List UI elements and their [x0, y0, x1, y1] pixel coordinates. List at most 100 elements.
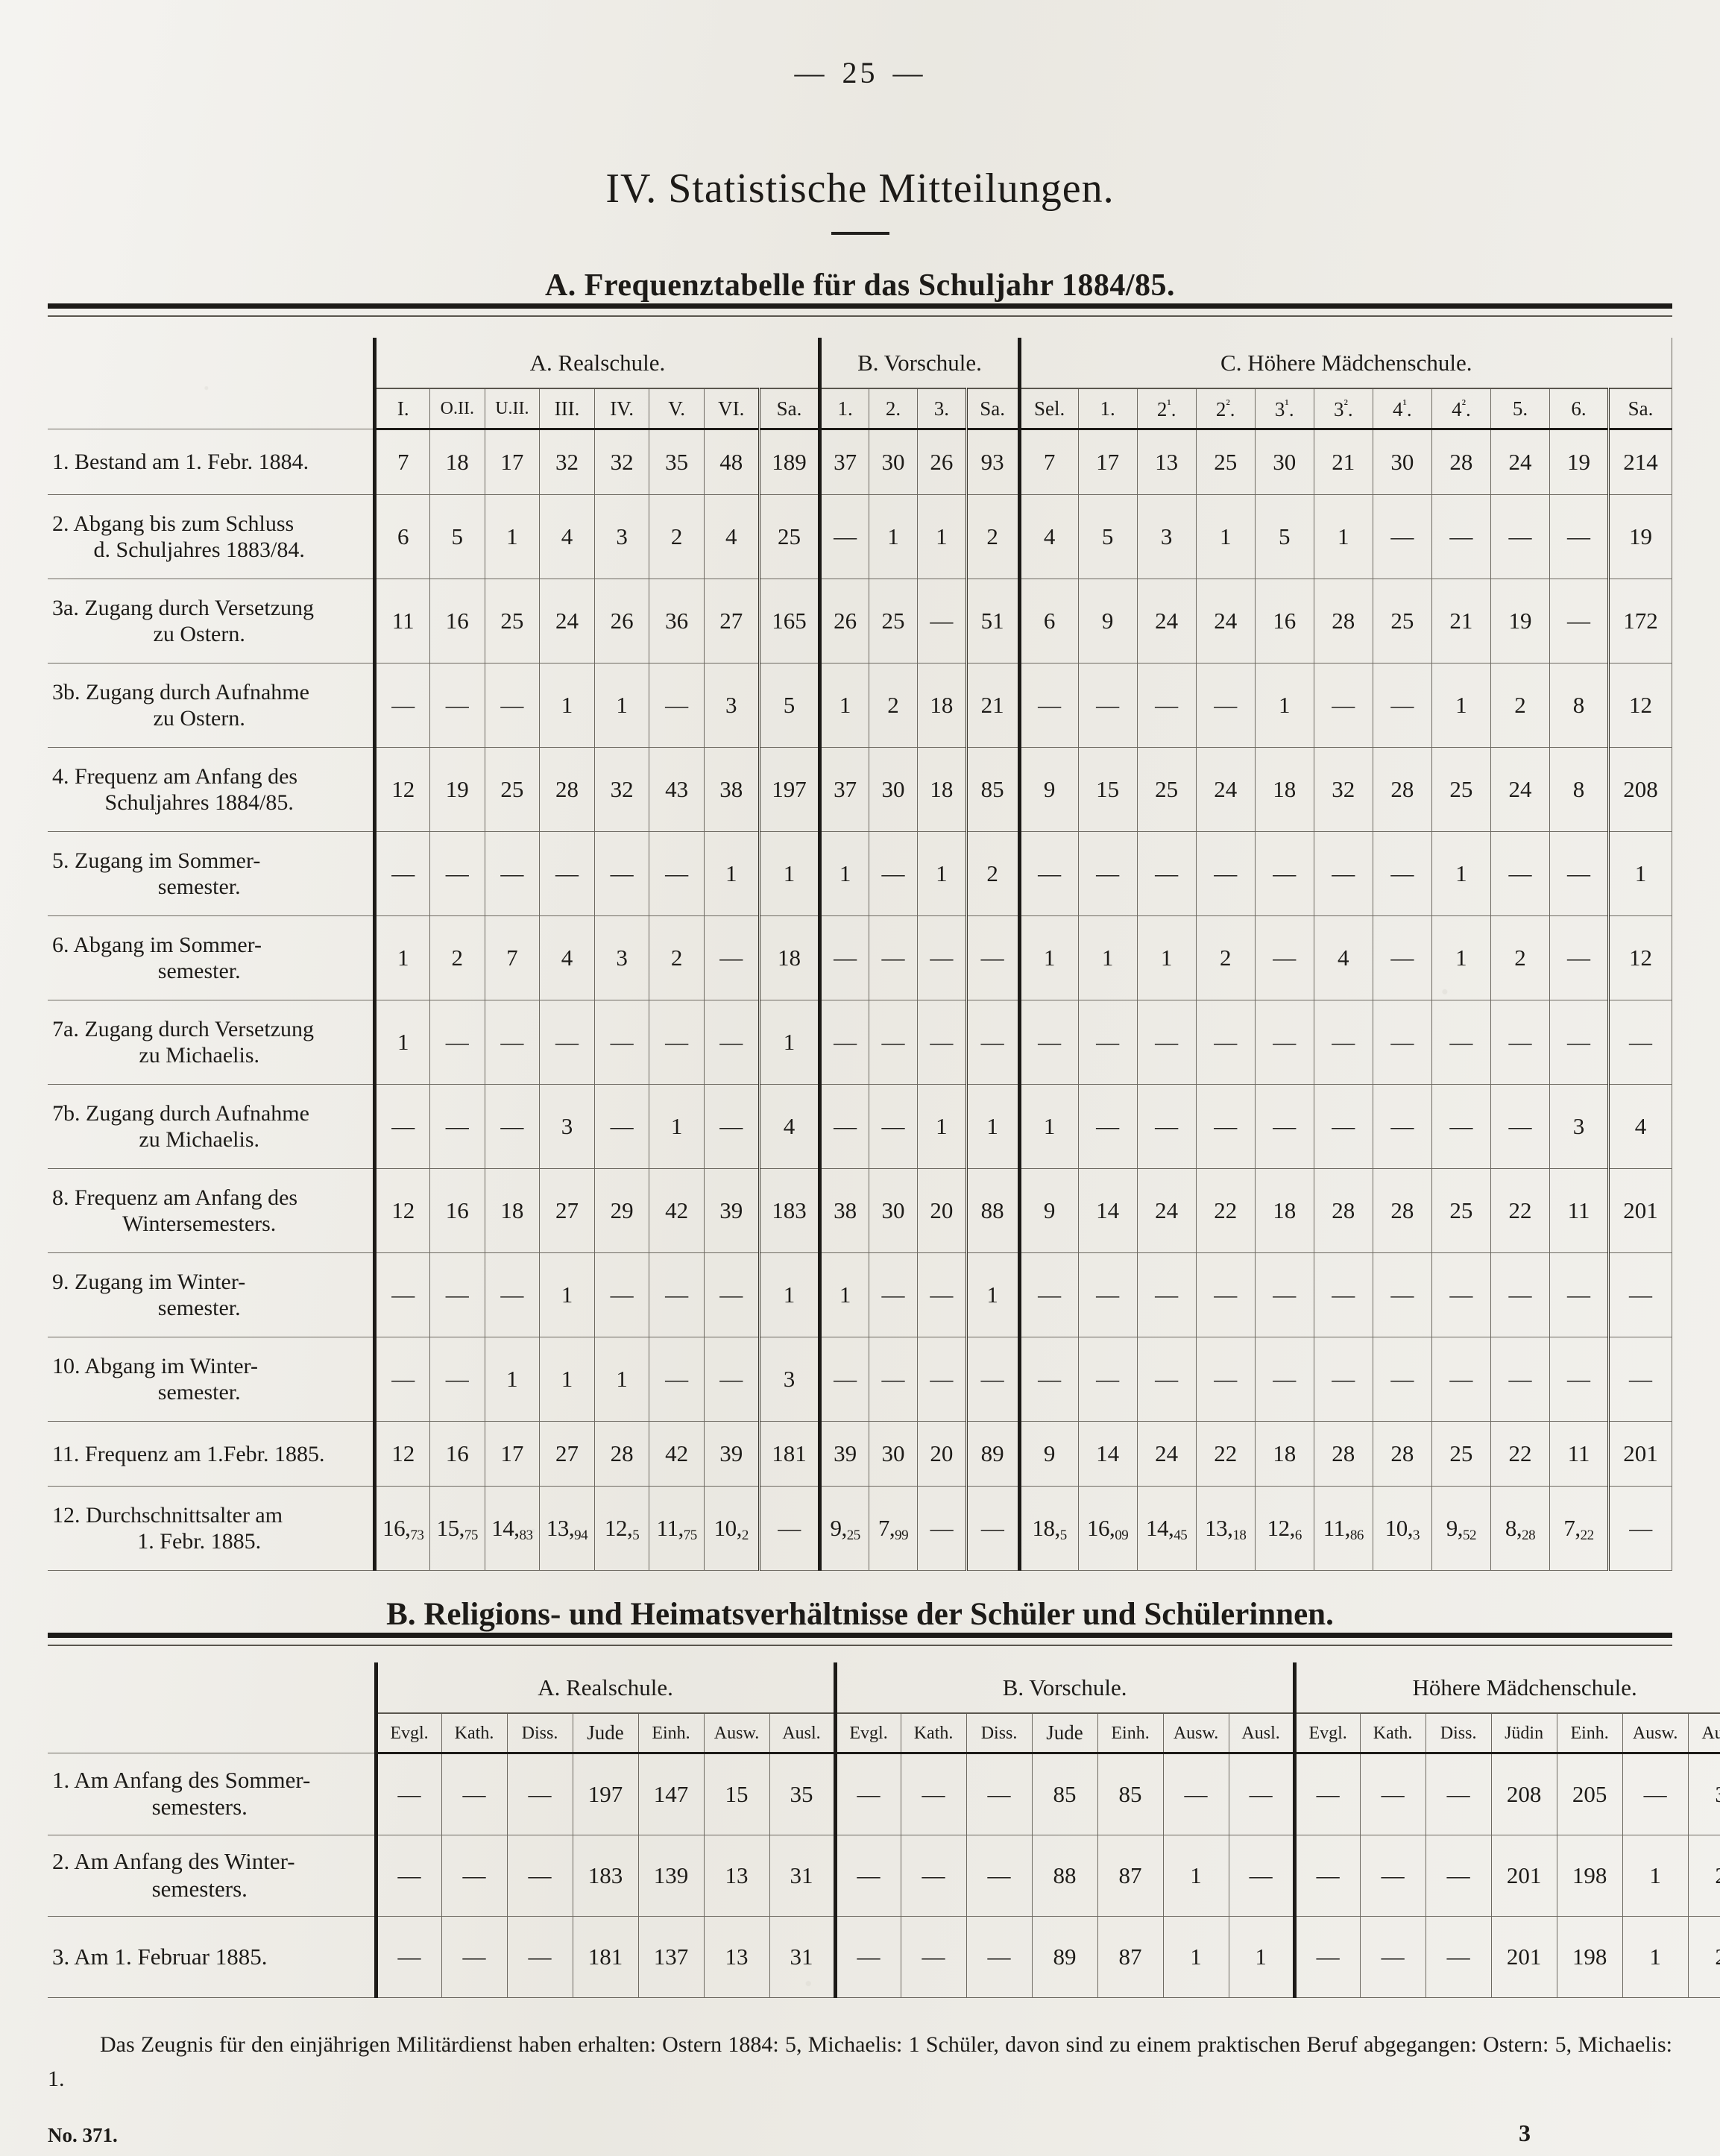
cell-a-9-realschule-2: 18 — [484, 1168, 541, 1254]
cell-b-2-realschule-3: 181 — [572, 1915, 639, 1998]
cell-a-7-maedchen-8: — — [1490, 1000, 1550, 1085]
cell-a-6-realschule-3: 4 — [539, 915, 595, 1001]
cell-a-4-vorschule-1: 30 — [868, 747, 919, 833]
cell-a-0-maedchen-5: 21 — [1313, 429, 1373, 496]
cell-a-3-realschule-1: — — [429, 663, 485, 748]
cell-a-13-maedchen-9: 7,22 — [1549, 1486, 1610, 1572]
cell-a-3-vorschule-3: 21 — [965, 663, 1020, 748]
cell-a-13-maedchen-10: — — [1607, 1486, 1672, 1572]
colh-a-vorschule-1: 2. — [868, 387, 919, 431]
table-row: 5. Zugang im Sommer-semester. — — — — — —1 1 1—1… — [48, 831, 1672, 917]
cell-a-8-vorschule-0: — — [818, 1084, 869, 1170]
cell-a-12-realschule-6: 39 — [703, 1421, 760, 1487]
cell-a-10-maedchen-5: — — [1313, 1252, 1373, 1338]
cell-a-0-maedchen-8: 24 — [1490, 429, 1550, 496]
cell-a-4-maedchen-0: 9 — [1017, 747, 1079, 833]
cell-a-8-maedchen-3: — — [1195, 1084, 1256, 1170]
cell-a-1-realschule-1: 5 — [429, 494, 485, 580]
cell-a-8-maedchen-7: — — [1431, 1084, 1491, 1170]
cell-a-11-realschule-0: — — [373, 1337, 430, 1422]
table-row: 2. Abgang bis zum Schluss d. Schuljahres … — [48, 494, 1672, 580]
cell-b-1-maedchen-5: 1 — [1622, 1834, 1689, 1917]
cell-a-11-maedchen-5: — — [1313, 1337, 1373, 1422]
cell-a-8-realschule-1: — — [429, 1084, 485, 1170]
cell-a-2-maedchen-8: 19 — [1490, 579, 1550, 664]
cell-b-2-vorschule-1: — — [900, 1915, 967, 1998]
cell-a-0-realschule-6: 48 — [703, 429, 760, 496]
table-b-corner — [48, 1662, 376, 1713]
cell-a-7-maedchen-1: — — [1077, 1000, 1138, 1085]
cell-a-9-maedchen-1: 14 — [1077, 1168, 1138, 1254]
cell-a-1-realschule-5: 2 — [649, 494, 705, 580]
cell-a-4-maedchen-4: 18 — [1254, 747, 1314, 833]
cell-a-13-vorschule-0: 9,25 — [818, 1486, 869, 1572]
cell-a-9-maedchen-9: 11 — [1549, 1168, 1610, 1254]
cell-a-0-realschule-4: 32 — [593, 429, 650, 496]
cell-a-13-maedchen-1: 16,09 — [1077, 1486, 1138, 1572]
cell-a-0-realschule-5: 35 — [649, 429, 705, 496]
table-a-corner-2 — [48, 388, 375, 429]
cell-b-2-vorschule-5: 1 — [1162, 1915, 1229, 1998]
cell-a-1-maedchen-3: 1 — [1195, 494, 1256, 580]
cell-a-12-maedchen-8: 22 — [1490, 1421, 1550, 1487]
cell-a-0-realschule-0: 7 — [373, 429, 430, 496]
colh-a-realschule-6: VI. — [703, 387, 760, 431]
cell-a-7-maedchen-5: — — [1313, 1000, 1373, 1085]
cell-b-2-realschule-1: — — [441, 1915, 508, 1998]
cell-a-11-maedchen-4: — — [1254, 1337, 1314, 1422]
cell-a-2-vorschule-3: 51 — [965, 579, 1020, 664]
cell-a-9-vorschule-0: 38 — [818, 1168, 869, 1254]
cell-b-1-maedchen-6: 2 — [1687, 1834, 1720, 1917]
cell-a-7-realschule-7: 1 — [757, 1000, 821, 1085]
cell-a-13-vorschule-2: — — [917, 1486, 967, 1572]
folio-page-number: — 25 — — [48, 0, 1672, 90]
cell-a-2-realschule-2: 25 — [484, 579, 541, 664]
cell-b-2-maedchen-0: — — [1292, 1915, 1361, 1998]
cell-b-0-vorschule-4: 85 — [1097, 1752, 1164, 1835]
cell-b-1-maedchen-3: 201 — [1490, 1834, 1557, 1917]
cell-a-4-maedchen-7: 25 — [1431, 747, 1491, 833]
row-label-a-2: 3a. Zugang durch Versetzung zu Ostern. — [48, 579, 377, 664]
cell-a-3-vorschule-2: 18 — [917, 663, 967, 748]
cell-a-8-realschule-4: — — [593, 1084, 650, 1170]
cell-a-13-maedchen-2: 14,45 — [1136, 1486, 1197, 1572]
row-label-a-7: 7a. Zugang durch Versetzung zu Michaelis. — [48, 1000, 377, 1085]
cell-a-6-realschule-4: 3 — [593, 915, 650, 1001]
cell-a-10-vorschule-1: — — [868, 1252, 919, 1338]
cell-b-2-realschule-6: 31 — [769, 1915, 836, 1998]
colh-a-realschule-0: I. — [373, 387, 430, 431]
colh-b-realschule-5: Ausw. — [703, 1712, 770, 1754]
cell-a-12-maedchen-1: 14 — [1077, 1421, 1138, 1487]
cell-a-8-maedchen-0: 1 — [1017, 1084, 1079, 1170]
cell-a-0-realschule-2: 17 — [484, 429, 541, 496]
table-row: 3b. Zugang durch Aufnahme zu Ostern. — — —1 1… — [48, 663, 1672, 748]
cell-a-13-vorschule-1: 7,99 — [868, 1486, 919, 1572]
cell-a-5-vorschule-1: — — [868, 831, 919, 917]
cell-b-2-vorschule-4: 87 — [1097, 1915, 1164, 1998]
cell-a-4-vorschule-3: 85 — [965, 747, 1020, 833]
row-label-a-9: 8. Frequenz am Anfang des Wintersemesters… — [48, 1168, 377, 1254]
cell-a-8-vorschule-1: — — [868, 1084, 919, 1170]
cell-a-2-realschule-1: 16 — [429, 579, 485, 664]
colh-a-realschule-7: Sa. — [757, 387, 821, 431]
cell-b-1-realschule-1: — — [441, 1834, 508, 1917]
cell-a-3-maedchen-5: — — [1313, 663, 1373, 748]
group-header-b-maedchenschule: Höhere Mädchenschule. — [1292, 1662, 1720, 1715]
cell-a-11-vorschule-0: — — [818, 1337, 869, 1422]
cell-a-6-realschule-6: — — [703, 915, 760, 1001]
cell-a-2-realschule-4: 26 — [593, 579, 650, 664]
cell-a-9-vorschule-2: 20 — [917, 1168, 967, 1254]
cell-a-3-realschule-0: — — [373, 663, 430, 748]
colh-a-realschule-1: O.II. — [429, 387, 485, 431]
table-a-corner — [48, 338, 375, 388]
cell-a-13-realschule-6: 10,2 — [703, 1486, 760, 1572]
table-row: 12. Durchschnittsalter am 1. Febr. 1885. 1… — [48, 1486, 1672, 1572]
cell-a-1-vorschule-3: 2 — [965, 494, 1020, 580]
cell-a-12-maedchen-9: 11 — [1549, 1421, 1610, 1487]
cell-b-0-maedchen-4: 205 — [1556, 1752, 1623, 1835]
table-a-wrapper: A. Realschule. B. Vorschule. C. Höhere M… — [48, 303, 1673, 1572]
cell-a-11-realschule-7: 3 — [757, 1337, 821, 1422]
page-bottom-line: No. 371. 3 — [48, 2119, 1672, 2147]
colh-b-vorschule-3: Jude — [1031, 1712, 1098, 1754]
cell-a-10-maedchen-1: — — [1077, 1252, 1138, 1338]
